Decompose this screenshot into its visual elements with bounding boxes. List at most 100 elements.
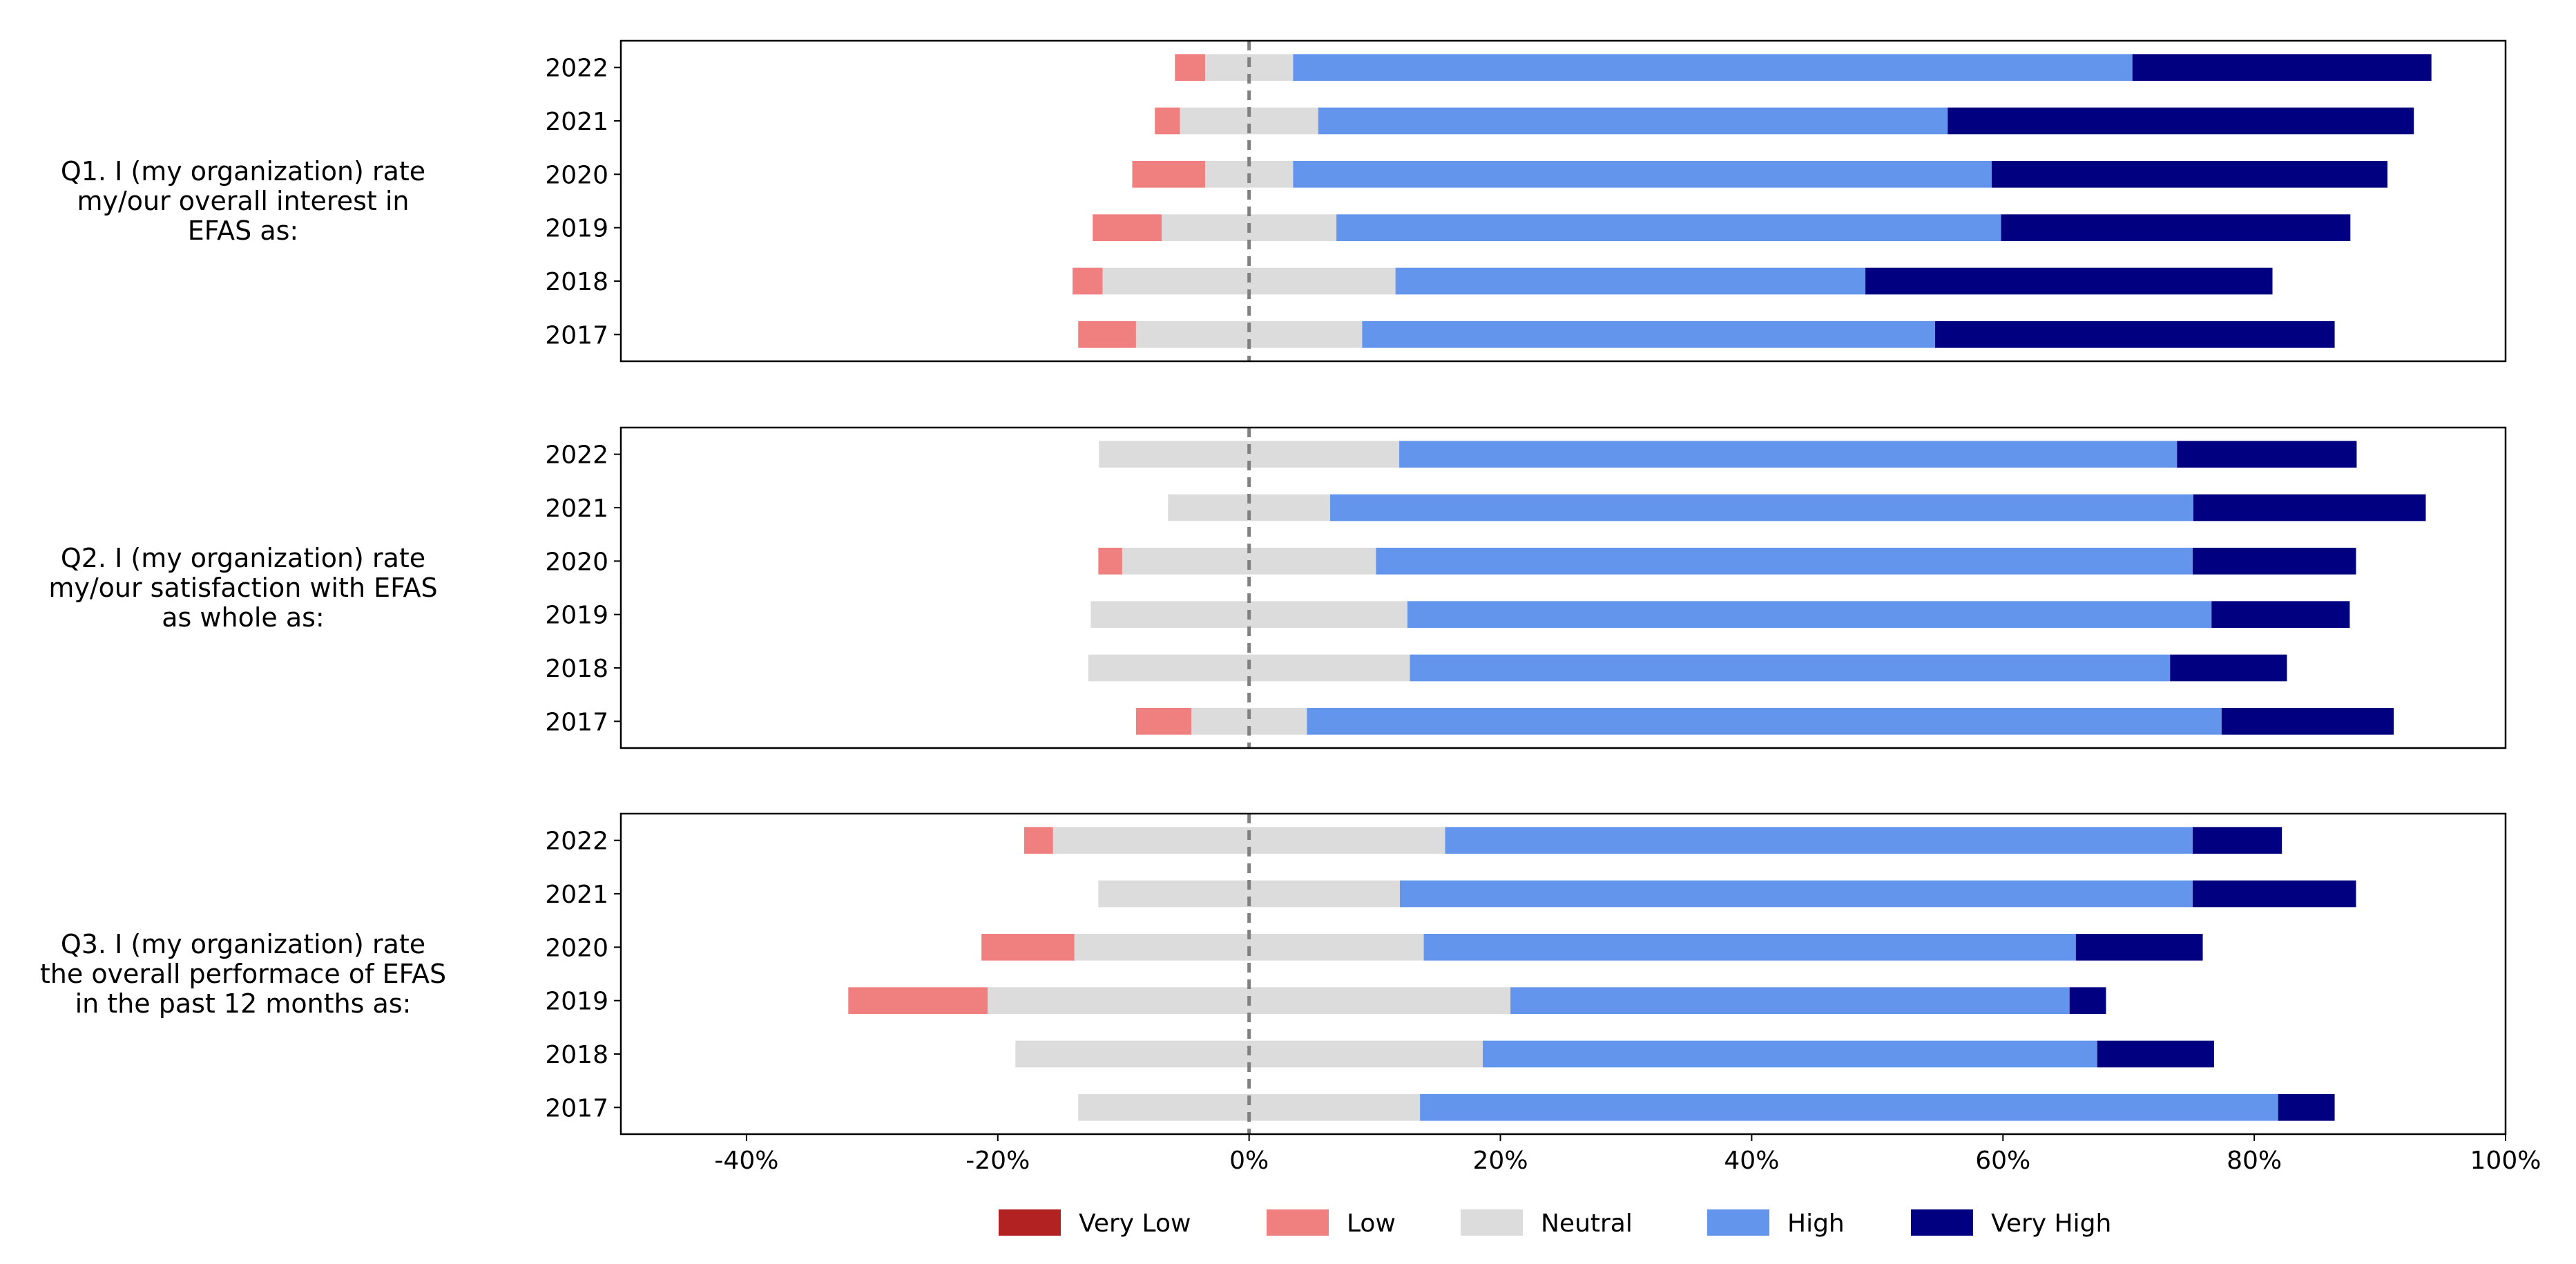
bar-high — [1445, 827, 2193, 854]
bar-high — [1362, 321, 1936, 348]
bar-very-high — [2211, 601, 2350, 628]
bar-very-high — [2278, 1094, 2335, 1121]
question-label-line: the overall performace of EFAS — [40, 959, 446, 989]
panel-frame — [619, 426, 2507, 749]
legend-label: Very High — [1991, 1209, 2111, 1238]
y-tick-label: 2020 — [545, 934, 608, 962]
bar-very-high — [2075, 934, 2203, 961]
legend-label: Very Low — [1079, 1209, 1191, 1238]
bar-very-high — [2097, 1040, 2214, 1068]
x-tick-label: 20% — [1473, 1147, 1528, 1175]
question-label-line: Q2. I (my organization) rate — [61, 543, 425, 573]
bar-very-high — [1935, 321, 2335, 348]
bar-very-high — [2177, 441, 2357, 468]
bar-low — [1135, 708, 1191, 735]
bar-low — [1175, 54, 1205, 81]
bar-very-high — [2132, 54, 2432, 81]
question-label-line: my/our satisfaction with EFAS — [48, 573, 437, 603]
bar-low — [1078, 321, 1136, 348]
bar-very-high — [2221, 708, 2394, 735]
y-tick-label: 2021 — [545, 495, 608, 523]
y-tick-label: 2022 — [545, 55, 608, 83]
bar-low — [1132, 161, 1205, 188]
bar-very-high — [2170, 654, 2287, 682]
bar-low — [981, 934, 1075, 961]
panel-frame — [619, 39, 2507, 363]
bar-very-high — [1948, 107, 2414, 135]
legend-label: Neutral — [1541, 1209, 1633, 1238]
bar-high — [1483, 1040, 2097, 1068]
y-tick-label: 2018 — [545, 268, 608, 296]
bar-low — [1093, 214, 1162, 241]
question-label-line: as whole as: — [162, 602, 324, 633]
y-tick-label: 2022 — [545, 441, 608, 470]
y-tick-label: 2017 — [545, 708, 608, 736]
bar-very-high — [2192, 548, 2356, 575]
bar-high — [1336, 214, 2001, 241]
bar-very-high — [2069, 987, 2106, 1014]
bar-very-high — [2192, 827, 2282, 854]
panel-q1: 2022 2021 2020 2019 2018 2017 Q1. I (my organi… — [61, 39, 2507, 363]
bar-high — [1423, 934, 2076, 961]
bar-very-high — [2001, 214, 2351, 241]
x-tick-label: 100% — [2470, 1147, 2541, 1175]
bar-high — [1410, 654, 2171, 682]
question-label-line: Q1. I (my organization) rate — [61, 156, 425, 186]
y-tick-label: 2020 — [545, 161, 608, 189]
question-label: Q3. I (my organization) rate the overall … — [40, 929, 446, 1019]
bar-very-high — [1991, 161, 2387, 188]
x-tick-label: 0% — [1229, 1147, 1269, 1175]
bar-high — [1420, 1094, 2278, 1121]
x-tick-label: 80% — [2227, 1147, 2282, 1175]
bar-high — [1399, 441, 2178, 468]
y-tick-label: 2022 — [545, 827, 608, 856]
bar-very-high — [2193, 494, 2426, 521]
x-tick-label: 40% — [1724, 1147, 1779, 1175]
legend-label: Low — [1347, 1209, 1396, 1238]
bar-very-high — [1865, 267, 2273, 295]
panel-frame — [619, 812, 2507, 1136]
bar-low — [1098, 548, 1122, 575]
question-label: Q2. I (my organization) rate my/our satis… — [48, 543, 437, 633]
y-tick-label: 2021 — [545, 881, 608, 909]
y-tick-label: 2018 — [545, 655, 608, 683]
bar-low — [848, 987, 988, 1014]
question-label-line: in the past 12 months as: — [75, 988, 412, 1019]
question-label-line: my/our overall interest in — [77, 186, 409, 216]
x-tick-label: -20% — [965, 1147, 1030, 1175]
bar-high — [1407, 601, 2212, 628]
y-tick-label: 2019 — [545, 215, 608, 243]
legend-label: High — [1787, 1209, 1845, 1238]
bar-high — [1293, 54, 2133, 81]
bar-high — [1307, 708, 2222, 735]
bar-low — [1155, 107, 1180, 135]
y-tick-label: 2021 — [545, 108, 608, 136]
bar-very-high — [2192, 880, 2356, 908]
panel-q2: 2022 2021 2020 2019 2018 2017 Q2. I (my organi… — [48, 426, 2507, 749]
bar-low — [1024, 827, 1053, 854]
y-tick-label: 2019 — [545, 602, 608, 630]
legend-swatch — [1267, 1209, 1329, 1236]
y-tick-label: 2017 — [545, 1094, 608, 1122]
question-label-line: Q3. I (my organization) rate — [61, 929, 425, 959]
bar-high — [1376, 548, 2193, 575]
y-tick-label: 2018 — [545, 1041, 608, 1069]
x-tick-label: 60% — [1975, 1147, 2030, 1175]
y-tick-label: 2017 — [545, 321, 608, 349]
bar-low — [1073, 267, 1103, 295]
legend-swatch — [1461, 1209, 1523, 1236]
bar-high — [1395, 267, 1866, 295]
bar-high — [1330, 494, 2193, 521]
question-label-line: EFAS as: — [188, 216, 298, 246]
legend-swatch — [1707, 1209, 1769, 1236]
bar-high — [1510, 987, 2070, 1014]
legend-swatch — [1911, 1209, 1973, 1236]
panel-q3: 2022 2021 2020 2019 2018 2017 Q3. I (my organi… — [40, 812, 2507, 1136]
y-tick-label: 2020 — [545, 548, 608, 576]
legend: Very Low Low Neutral High Very High — [999, 1209, 2111, 1238]
x-tick-label: -40% — [714, 1147, 778, 1175]
bar-high — [1318, 107, 1948, 135]
legend-swatch — [999, 1209, 1061, 1236]
question-label: Q1. I (my organization) rate my/our overa… — [61, 156, 425, 246]
